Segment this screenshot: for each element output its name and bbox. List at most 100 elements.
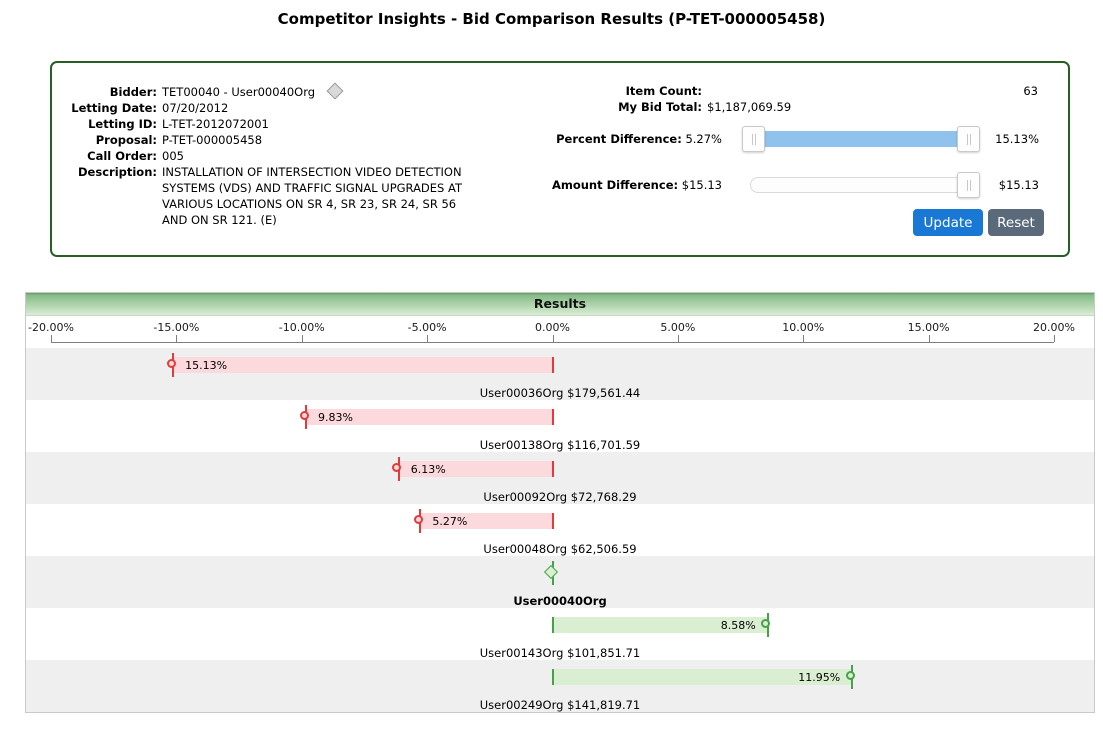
axis-line [51, 342, 1054, 343]
amount-difference-max: $15.13 [998, 178, 1039, 192]
axis-tick-mark [677, 335, 679, 342]
axis-tick-label: -15.00% [153, 321, 200, 334]
org-amount-label: User00138Org $116,701.59 [479, 438, 641, 452]
bidder-diamond-icon [326, 82, 344, 100]
marker-circle-icon [299, 411, 309, 420]
percent-bar [173, 357, 553, 373]
result-row: 11.95% User00249Org $141,819.71 [26, 660, 1094, 712]
percent-difference-current: 5.27% [685, 132, 722, 146]
page-title: Competitor Insights - Bid Comparison Res… [277, 10, 826, 28]
axis-tick-mark [1054, 335, 1055, 342]
axis-tick-label: 15.00% [907, 321, 950, 334]
results-header: Results [26, 293, 1094, 316]
percent-axis: -20.00% -15.00% -10.00% -5.00% 0.00% 5.00% 10.… [26, 316, 1094, 348]
percent-label: 6.13% [410, 463, 446, 476]
letting-date-value: 07/20/2012 [162, 101, 229, 115]
slider-fill [753, 131, 969, 147]
axis-tick-label: -5.00% [407, 321, 447, 334]
bidder-info-list: Bidder: TET00040 - User00040Org Letting … [62, 82, 482, 228]
amount-difference-current: $15.13 [681, 178, 722, 192]
result-row: 6.13% User00092Org $72,768.29 [26, 452, 1094, 504]
slider-handle-min[interactable] [742, 126, 765, 152]
axis-tick-mark [301, 335, 303, 342]
percent-label: 11.95% [798, 671, 841, 684]
axis-tick-label: 5.00% [660, 321, 696, 334]
my-bid-total-value: $1,187,069.59 [707, 100, 792, 114]
item-count-label: Item Count: [625, 84, 702, 98]
bidder-org-label: User00040Org [513, 594, 607, 608]
percent-label: 9.83% [318, 411, 353, 424]
results-table: Results -20.00% -15.00% -10.00% -5.00% 0.00%… [25, 292, 1095, 713]
amount-difference-label: Amount Difference: $15.13 [551, 178, 722, 192]
org-amount-label: User00249Org $141,819.71 [479, 698, 641, 712]
percent-label: 5.27% [432, 515, 468, 528]
org-amount-label: User00036Org $179,561.44 [479, 386, 641, 400]
percent-difference-slider[interactable] [742, 126, 980, 152]
marker-circle-icon [761, 619, 771, 628]
reset-button[interactable]: Reset [988, 209, 1044, 236]
grip-icon [751, 134, 756, 145]
result-row: 8.58% User00143Org $101,851.71 [26, 608, 1094, 660]
org-amount-label: User00143Org $101,851.71 [479, 646, 641, 660]
grip-icon [966, 180, 971, 191]
axis-tick-mark [176, 335, 178, 342]
marker-circle-icon [413, 515, 423, 524]
zero-axis-line [551, 357, 554, 373]
axis-tick-label: 10.00% [782, 321, 825, 334]
marker-circle-icon [392, 463, 402, 472]
percent-bar [420, 513, 553, 529]
org-amount-label: User00092Org $72,768.29 [483, 490, 637, 504]
result-row: User00040Org [26, 556, 1094, 608]
letting-id-value: L-TET-2012072001 [162, 117, 269, 131]
percent-label: 15.13% [185, 359, 228, 372]
description-value: INSTALLATION OF INTERSECTION VIDEO DETEC… [162, 165, 463, 227]
letting-id-label: Letting ID: [88, 117, 157, 131]
call-order-label: Call Order: [87, 149, 157, 163]
amount-difference-slider[interactable] [750, 172, 980, 198]
percent-label: 8.58% [720, 619, 756, 632]
axis-tick-mark [928, 335, 930, 342]
grip-icon [966, 134, 971, 145]
axis-tick-mark [552, 335, 554, 342]
slider-handle-max[interactable] [957, 126, 980, 152]
call-order-value: 005 [162, 149, 184, 163]
marker-circle-icon [166, 359, 176, 368]
org-amount-label: User00048Org $62,506.59 [483, 542, 637, 556]
axis-tick-mark [51, 335, 52, 342]
bidder-label: Bidder: [109, 85, 157, 99]
results-rows: 15.13% User00036Org $179,561.44 9.83% User0… [26, 348, 1094, 712]
bidder-diamond-marker [543, 564, 559, 580]
zero-axis-line [551, 669, 554, 685]
my-bid-total-label: My Bid Total: [618, 100, 702, 114]
marker-circle-icon [845, 671, 855, 680]
item-count-value: 63 [1023, 84, 1038, 98]
result-row: 15.13% User00036Org $179,561.44 [26, 348, 1094, 400]
letting-date-label: Letting Date: [71, 101, 157, 115]
summary-panel: Bidder: TET00040 - User00040Org Letting … [50, 61, 1070, 257]
result-row: 5.27% User00048Org $62,506.59 [26, 504, 1094, 556]
axis-tick-label: -10.00% [278, 321, 325, 334]
proposal-label: Proposal: [95, 133, 157, 147]
percent-bar [552, 669, 853, 685]
result-row: 9.83% User00138Org $116,701.59 [26, 400, 1094, 452]
axis-tick-mark [427, 335, 429, 342]
percent-bar [306, 409, 553, 425]
slider-handle-max[interactable] [957, 172, 980, 198]
slider-track[interactable] [750, 177, 980, 193]
axis-tick-mark [803, 335, 805, 342]
zero-axis-line [551, 409, 554, 425]
axis-tick-label: 20.00% [1033, 321, 1075, 334]
axis-tick-label: -20.00% [28, 321, 74, 334]
percent-difference-label: Percent Difference: 5.27% [556, 132, 722, 146]
bidder-value: TET00040 - User00040Org [162, 82, 482, 100]
proposal-value: P-TET-000005458 [162, 133, 263, 147]
percent-bar [398, 461, 553, 477]
axis-tick-label: 0.00% [535, 321, 570, 334]
description-label: Description: [78, 165, 157, 179]
percent-bar [552, 617, 768, 633]
percent-difference-max: 15.13% [995, 132, 1039, 146]
zero-axis-line [551, 617, 554, 633]
zero-axis-line [551, 513, 554, 529]
zero-axis-line [551, 461, 554, 477]
update-button[interactable]: Update [913, 209, 983, 236]
